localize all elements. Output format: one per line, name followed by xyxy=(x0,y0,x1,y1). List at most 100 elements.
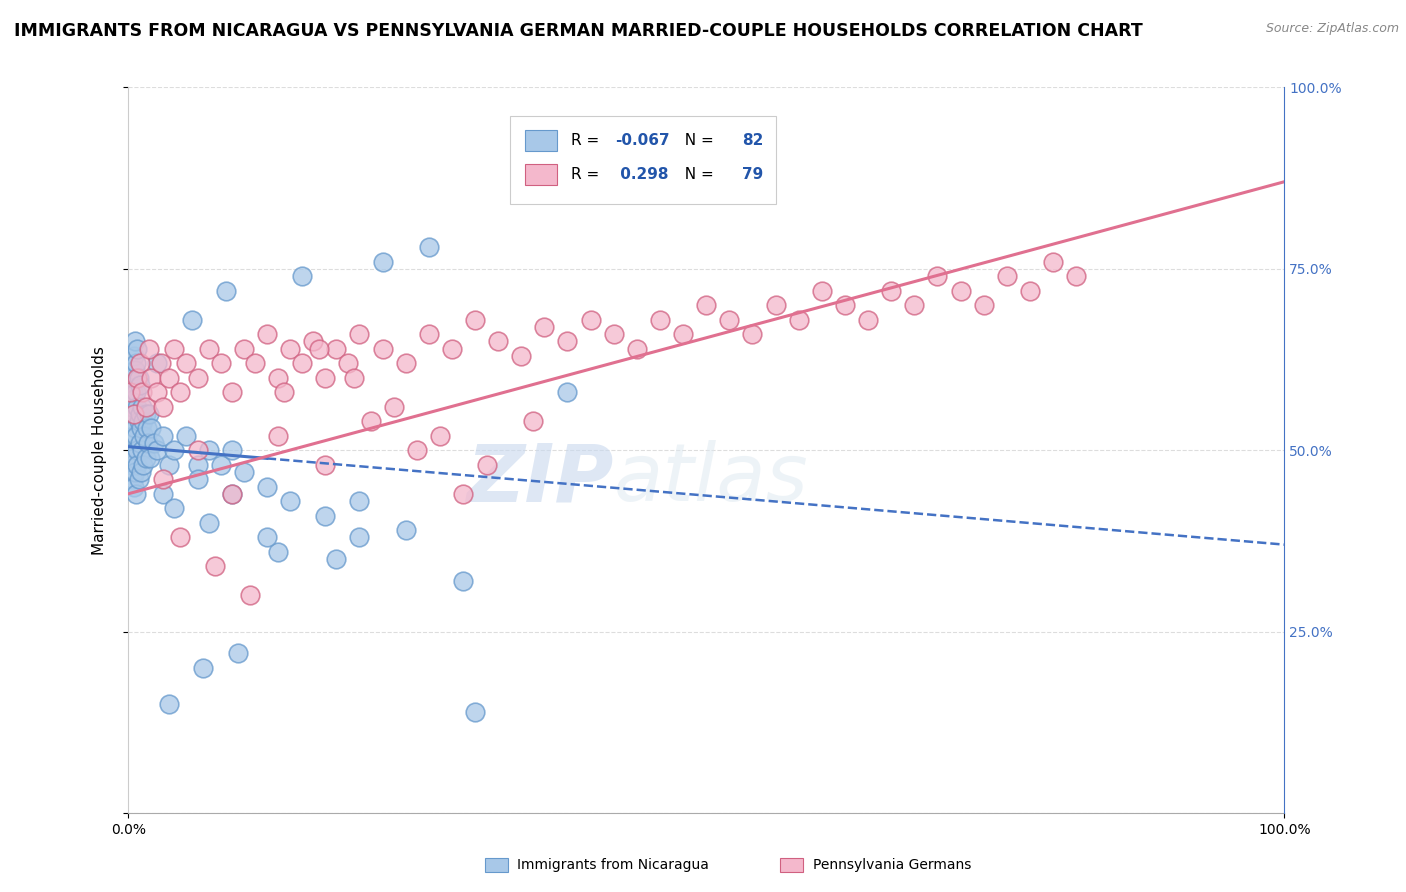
Point xyxy=(120,414,142,428)
Point xyxy=(129,465,152,479)
Point xyxy=(245,356,267,370)
Point xyxy=(741,327,763,342)
Point xyxy=(142,436,165,450)
Point xyxy=(127,400,149,414)
Point xyxy=(125,487,148,501)
Point xyxy=(122,392,145,407)
Point xyxy=(464,705,486,719)
Point xyxy=(131,385,153,400)
Point xyxy=(157,458,180,472)
Point xyxy=(475,458,498,472)
Point xyxy=(533,319,555,334)
Point xyxy=(141,421,163,435)
Point xyxy=(453,487,475,501)
Point xyxy=(418,327,440,342)
Point xyxy=(1064,269,1087,284)
Point xyxy=(128,356,150,370)
Point xyxy=(314,508,336,523)
Point xyxy=(157,370,180,384)
Point xyxy=(134,450,156,465)
Text: R =: R = xyxy=(571,167,605,182)
Point xyxy=(146,356,169,370)
Point xyxy=(278,494,301,508)
Point xyxy=(395,356,418,370)
Point xyxy=(579,312,602,326)
Point xyxy=(152,400,174,414)
Point xyxy=(880,284,903,298)
Point xyxy=(128,436,150,450)
FancyBboxPatch shape xyxy=(524,130,557,151)
Point xyxy=(440,342,463,356)
Point xyxy=(152,472,174,486)
Text: atlas: atlas xyxy=(614,441,808,518)
Point xyxy=(973,298,995,312)
Text: 79: 79 xyxy=(742,167,763,182)
Point xyxy=(226,647,249,661)
Point xyxy=(510,349,533,363)
Point xyxy=(122,479,145,493)
Y-axis label: Married-couple Households: Married-couple Households xyxy=(93,346,107,555)
Point xyxy=(125,356,148,370)
Point xyxy=(603,327,626,342)
Point xyxy=(124,465,146,479)
Point xyxy=(124,334,146,349)
Point xyxy=(349,494,371,508)
Point xyxy=(787,312,810,326)
Point xyxy=(121,400,143,414)
Point xyxy=(122,349,145,363)
Text: Pennsylvania Germans: Pennsylvania Germans xyxy=(813,858,972,872)
Point xyxy=(1042,254,1064,268)
Point xyxy=(152,487,174,501)
Point xyxy=(121,385,143,400)
Point xyxy=(122,407,145,421)
Text: Source: ZipAtlas.com: Source: ZipAtlas.com xyxy=(1265,22,1399,36)
Point xyxy=(127,370,149,384)
Point xyxy=(132,458,155,472)
Point xyxy=(267,545,290,559)
Point xyxy=(395,523,418,537)
Point xyxy=(834,298,856,312)
Point xyxy=(128,414,150,428)
Point xyxy=(626,342,648,356)
Point xyxy=(122,450,145,465)
Point xyxy=(186,370,208,384)
Point xyxy=(125,385,148,400)
Point xyxy=(134,429,156,443)
Point xyxy=(128,472,150,486)
Point xyxy=(128,370,150,384)
Point xyxy=(135,421,157,435)
Text: ZIP: ZIP xyxy=(467,441,614,518)
Text: 82: 82 xyxy=(742,133,763,148)
Point xyxy=(122,407,145,421)
Point xyxy=(125,429,148,443)
Point xyxy=(325,552,347,566)
Point xyxy=(267,370,290,384)
Point xyxy=(811,284,834,298)
Text: N =: N = xyxy=(675,167,718,182)
Point xyxy=(169,385,191,400)
Point xyxy=(314,370,336,384)
Point xyxy=(186,472,208,486)
Point xyxy=(557,385,579,400)
Point xyxy=(349,530,371,544)
Point xyxy=(131,443,153,458)
Point xyxy=(325,342,347,356)
Point xyxy=(120,385,142,400)
Point xyxy=(949,284,972,298)
Point xyxy=(302,334,325,349)
Point xyxy=(382,400,405,414)
Point xyxy=(141,370,163,384)
Point xyxy=(995,269,1018,284)
Point xyxy=(464,312,486,326)
Point xyxy=(648,312,671,326)
Point xyxy=(314,458,336,472)
Point xyxy=(232,465,254,479)
Point xyxy=(124,363,146,377)
Point xyxy=(418,240,440,254)
Point xyxy=(238,589,260,603)
Point xyxy=(186,458,208,472)
Point xyxy=(146,385,169,400)
Point xyxy=(132,414,155,428)
Point xyxy=(256,530,278,544)
Text: R =: R = xyxy=(571,133,605,148)
